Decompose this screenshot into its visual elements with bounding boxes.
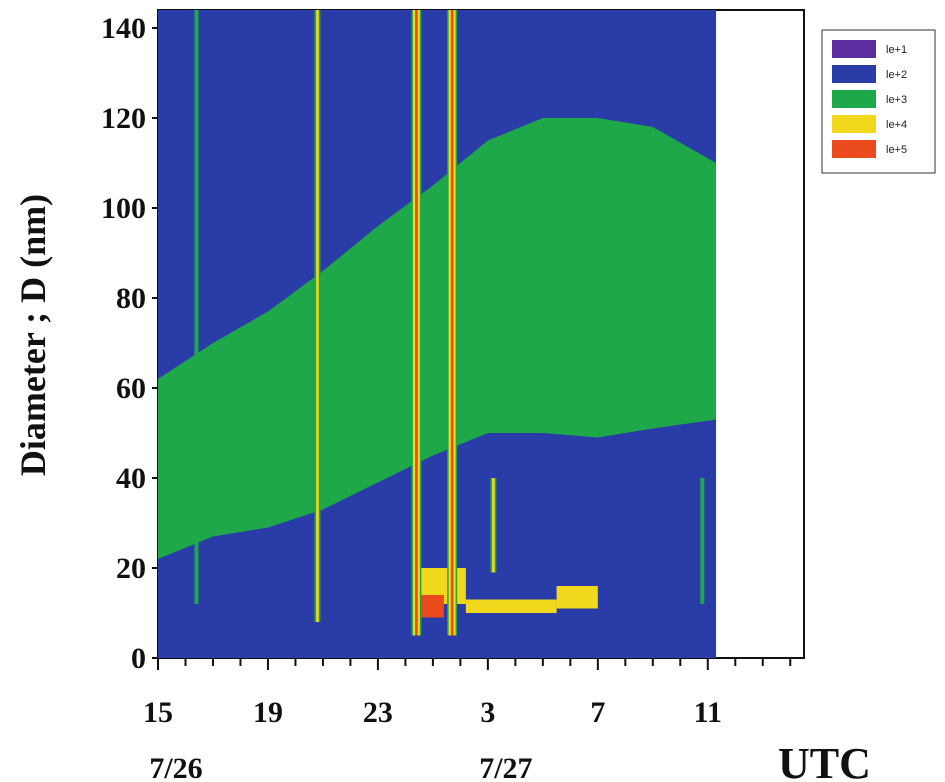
spike bbox=[194, 10, 199, 604]
legend-swatch bbox=[832, 65, 876, 83]
y-axis-label: Diameter ; D (nm) bbox=[13, 194, 53, 476]
x-axis-label: UTC bbox=[778, 739, 871, 782]
legend-label: le+1 bbox=[886, 44, 907, 56]
green-band bbox=[158, 118, 716, 559]
y-tick-label: 40 bbox=[116, 462, 146, 495]
x-tick-label: 19 bbox=[253, 696, 283, 729]
y-tick-label: 60 bbox=[116, 372, 146, 405]
date-label: 7/27 bbox=[479, 752, 532, 782]
date-label: 7/26 bbox=[149, 752, 202, 782]
y-tick-label: 20 bbox=[116, 552, 146, 585]
legend-swatch bbox=[832, 90, 876, 108]
spike bbox=[447, 10, 458, 636]
x-tick-label: 11 bbox=[694, 696, 722, 729]
y-tick-label: 0 bbox=[131, 642, 146, 675]
red-patch bbox=[416, 595, 444, 618]
legend-swatch bbox=[832, 40, 876, 58]
legend-label: le+4 bbox=[886, 119, 907, 131]
legend-label: le+3 bbox=[886, 94, 907, 106]
legend: le+1 le+2 le+3 le+4 le+5 bbox=[821, 29, 936, 174]
legend-label: le+2 bbox=[886, 69, 907, 81]
y-tick-label: 120 bbox=[101, 102, 146, 135]
x-tick-label: 3 bbox=[480, 696, 495, 729]
spike bbox=[314, 10, 321, 622]
y-tick-label: 80 bbox=[116, 282, 146, 315]
spike bbox=[700, 478, 705, 604]
legend-swatch bbox=[832, 140, 876, 158]
legend-label: le+5 bbox=[886, 144, 907, 156]
spike bbox=[490, 478, 497, 573]
y-tick-label: 140 bbox=[101, 12, 146, 45]
y-tick-label: 100 bbox=[101, 192, 146, 225]
plot-area bbox=[158, 10, 717, 658]
x-tick-label: 23 bbox=[363, 696, 393, 729]
spike bbox=[411, 10, 422, 636]
legend-swatch bbox=[832, 115, 876, 133]
axes: 0 20 40 60 80 100 120 140 15 19 23 3 7 11 7/26 7/27 bbox=[101, 12, 792, 782]
x-tick-label: 15 bbox=[143, 696, 173, 729]
yellow-patch bbox=[556, 586, 598, 609]
yellow-patch bbox=[465, 599, 557, 613]
x-tick-label: 7 bbox=[590, 696, 605, 729]
